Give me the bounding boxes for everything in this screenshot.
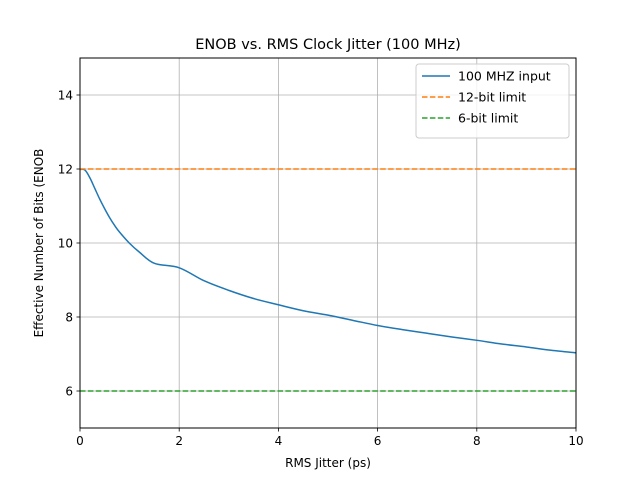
y-tick-label: 6 — [65, 385, 73, 399]
y-tick-label: 10 — [58, 237, 73, 251]
legend-entry-label: 12-bit limit — [458, 90, 526, 105]
x-tick-label: 8 — [473, 434, 481, 448]
x-tick-label: 4 — [275, 434, 283, 448]
y-tick-label: 14 — [58, 89, 73, 103]
x-axis-label: RMS Jitter (ps) — [285, 456, 371, 470]
chart-title: ENOB vs. RMS Clock Jitter (100 MHz) — [195, 37, 461, 53]
series-100-mhz-input-line — [79, 168, 577, 354]
x-tick-label: 10 — [568, 434, 583, 448]
plot-area — [79, 168, 577, 392]
legend-box — [415, 63, 570, 139]
x-tick-label: 0 — [76, 434, 84, 448]
y-axis-label: Effective Number of Bits (ENOB — [32, 149, 46, 338]
legend-entry-label: 6-bit limit — [458, 111, 518, 126]
x-tick-label: 6 — [374, 434, 382, 448]
axis-ticks: 0 2 4 6 8 10 6 8 10 12 14 — [58, 89, 584, 449]
legend-entry-label: 100 MHZ input — [458, 69, 551, 84]
x-tick-label: 2 — [175, 434, 183, 448]
y-tick-label: 8 — [65, 311, 73, 325]
y-tick-label: 12 — [58, 163, 73, 177]
legend: 100 MHZ input 12-bit limit 6-bit limit — [415, 63, 570, 139]
